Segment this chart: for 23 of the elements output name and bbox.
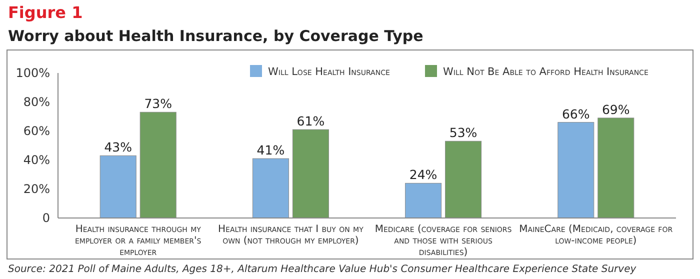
y-tick-label: 80% (23, 95, 50, 109)
legend-label: Will Lose Health Insurance (268, 66, 390, 78)
x-tick-label: MaineCare (Medicaid, coverage for low-income people) (519, 224, 673, 246)
data-label: 24% (409, 167, 438, 182)
data-label: 53% (449, 125, 478, 140)
y-tick-label: 20% (23, 182, 50, 196)
y-tick-label: 60% (23, 124, 50, 138)
data-label: 66% (562, 106, 590, 122)
data-label: 69% (602, 102, 630, 117)
y-tick-label: 40% (23, 153, 50, 167)
chart-title: Figure 1 (8, 3, 83, 22)
source-note: Source: 2021 Poll of Maine Adults, Ages 18+, Altarum Healthcare Value Hub's Consumer Healthcare Experience State Survey (8, 264, 638, 275)
x-tick-label: Health insurance through my employer or a family member's employer (75, 224, 202, 258)
y-tick-label: 0 (42, 211, 50, 225)
data-label: 73% (144, 96, 172, 112)
data-label: 43% (104, 140, 132, 155)
data-label: 41% (256, 142, 285, 158)
legend-label: Will Not Be Able to Afford Health Insurance (443, 66, 648, 78)
x-tick-label: Medicare (coverage for seniors and those with serious disabilities) (374, 224, 512, 258)
data-label: 61% (296, 114, 325, 129)
chart-subtitle: Worry about Health Insurance, by Coverage Type (8, 27, 424, 45)
x-tick-label: Health insurance that I buy on my own (not through my employer) (218, 224, 364, 246)
y-tick-label: 100% (16, 66, 50, 80)
